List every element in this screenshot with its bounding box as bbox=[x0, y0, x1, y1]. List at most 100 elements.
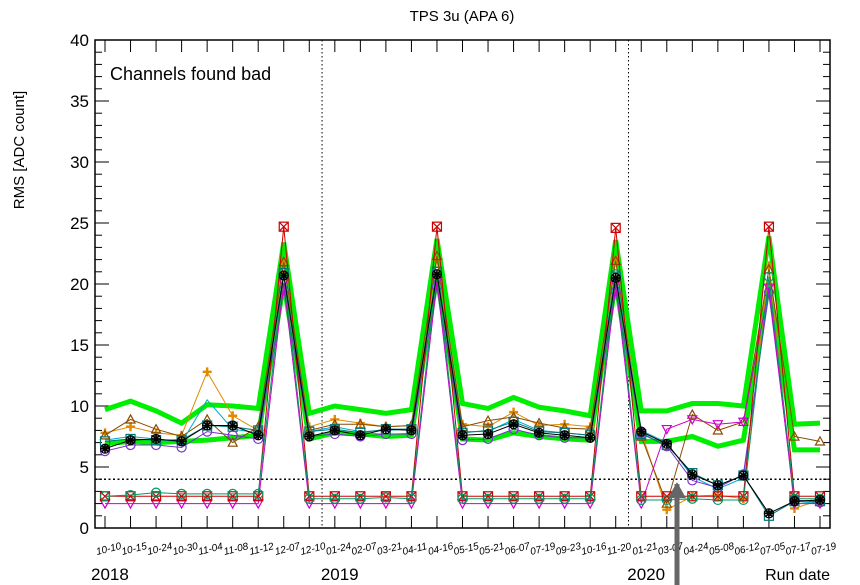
marker-cross bbox=[202, 367, 212, 377]
marker-star-ring bbox=[482, 428, 494, 440]
marker-triangle bbox=[788, 430, 800, 441]
x-tick-label: 07-19 bbox=[529, 541, 557, 558]
x-tick-label: 12-07 bbox=[274, 541, 302, 558]
x-tick-label: 07-17 bbox=[785, 541, 813, 558]
marker-star bbox=[560, 430, 570, 440]
x-axis-label: Run date bbox=[765, 567, 830, 584]
marker-triangle bbox=[482, 414, 494, 425]
x-tick-label: 04-24 bbox=[682, 541, 710, 558]
marker-cross bbox=[228, 411, 238, 421]
marker-circle bbox=[585, 493, 596, 504]
marker-square-x-cross bbox=[125, 491, 136, 502]
y-tick-label: 25 bbox=[70, 214, 89, 233]
marker-square-x bbox=[406, 491, 417, 502]
marker-circle bbox=[304, 493, 315, 504]
marker-triangle-down bbox=[303, 499, 315, 510]
marker-triangle-down bbox=[405, 499, 417, 510]
marker-star bbox=[177, 436, 187, 446]
x-tick-label: 10-10 bbox=[95, 541, 123, 558]
marker-square-x-cross bbox=[329, 491, 340, 502]
marker-star bbox=[253, 430, 263, 440]
plot-frame bbox=[94, 39, 831, 529]
marker-circle bbox=[329, 493, 340, 504]
series-8 bbox=[99, 266, 826, 506]
marker-star-ring bbox=[406, 425, 417, 436]
marker-circle bbox=[687, 493, 698, 504]
x-tick-label: 10-15 bbox=[121, 541, 149, 558]
marker-triangle-down bbox=[712, 420, 724, 431]
marker-circle bbox=[380, 492, 391, 503]
marker-star-ring bbox=[253, 430, 264, 441]
marker-star bbox=[151, 434, 161, 444]
marker-star bbox=[126, 435, 136, 445]
marker-circle bbox=[202, 488, 213, 499]
marker-star bbox=[483, 429, 493, 439]
marker-star-ring bbox=[585, 432, 596, 443]
x-tick-label: 10-24 bbox=[146, 541, 174, 558]
marker-star bbox=[458, 430, 467, 440]
marker-star-ring bbox=[355, 430, 366, 441]
marker-star bbox=[636, 427, 646, 437]
marker-star-ring bbox=[814, 494, 826, 506]
marker-star-ring bbox=[176, 436, 187, 447]
marker-triangle bbox=[99, 429, 111, 440]
marker-star-ring bbox=[610, 272, 621, 283]
marker-star bbox=[738, 471, 748, 481]
marker-triangle bbox=[814, 435, 826, 446]
marker-star-ring bbox=[457, 430, 468, 441]
marker-triangle-down bbox=[661, 424, 673, 435]
marker-triangle-down bbox=[150, 499, 162, 510]
marker-square-x bbox=[202, 491, 213, 502]
marker-star bbox=[406, 425, 416, 435]
marker-circle bbox=[406, 493, 417, 504]
marker-circle bbox=[738, 494, 749, 506]
year-label: 2019 bbox=[321, 565, 359, 584]
marker-square-x-cross bbox=[253, 491, 264, 502]
marker-triangle-down bbox=[508, 499, 520, 510]
marker-star bbox=[713, 480, 723, 490]
marker-star bbox=[789, 496, 799, 506]
x-tick-label: 06-12 bbox=[733, 541, 761, 558]
marker-star bbox=[228, 421, 238, 431]
marker-star-ring bbox=[763, 508, 775, 519]
x-tick-label: 05-08 bbox=[708, 541, 736, 558]
marker-square-x-cross bbox=[278, 221, 289, 232]
marker-square-x bbox=[278, 221, 289, 232]
y-axis-label: RMS [ADC count] bbox=[11, 91, 28, 209]
marker-square-x-cross bbox=[202, 491, 213, 502]
marker-square-x bbox=[712, 491, 723, 502]
plot-area: 051015202530354010-1010-1510-2410-3011-0… bbox=[70, 31, 838, 585]
year-label: 2018 bbox=[91, 565, 129, 584]
marker-star bbox=[355, 430, 365, 440]
x-tick-label: 05-21 bbox=[478, 541, 505, 558]
marker-triangle bbox=[712, 424, 724, 435]
year-label: 2020 bbox=[627, 565, 665, 584]
marker-star-ring bbox=[380, 424, 391, 435]
marker-square-x bbox=[304, 491, 315, 502]
marker-star bbox=[585, 433, 595, 443]
marker-star bbox=[381, 424, 391, 434]
marker-star bbox=[304, 432, 314, 441]
marker-triangle-down bbox=[763, 283, 775, 294]
y-tick-label: 20 bbox=[70, 275, 89, 294]
marker-circle bbox=[253, 488, 264, 499]
y-tick-label: 40 bbox=[70, 31, 89, 50]
marker-square-x-cross bbox=[508, 491, 519, 502]
marker-square-x bbox=[687, 491, 698, 502]
y-tick-label: 35 bbox=[70, 92, 89, 111]
marker-triangle-down bbox=[227, 499, 239, 510]
marker-circle bbox=[125, 489, 136, 501]
chart-title: TPS 3u (APA 6) bbox=[410, 8, 515, 25]
marker-square-x-cross bbox=[661, 491, 672, 502]
marker-star bbox=[202, 421, 212, 431]
marker-triangle-down bbox=[559, 499, 571, 510]
marker-circle bbox=[559, 493, 570, 504]
marker-star bbox=[509, 419, 519, 429]
marker-star-ring bbox=[150, 433, 162, 445]
marker-star bbox=[662, 439, 672, 449]
x-tick-label: 11-08 bbox=[223, 541, 250, 558]
marker-star-ring bbox=[738, 470, 749, 481]
marker-star-ring bbox=[329, 425, 340, 436]
x-tick-label: 03-07 bbox=[657, 541, 685, 558]
